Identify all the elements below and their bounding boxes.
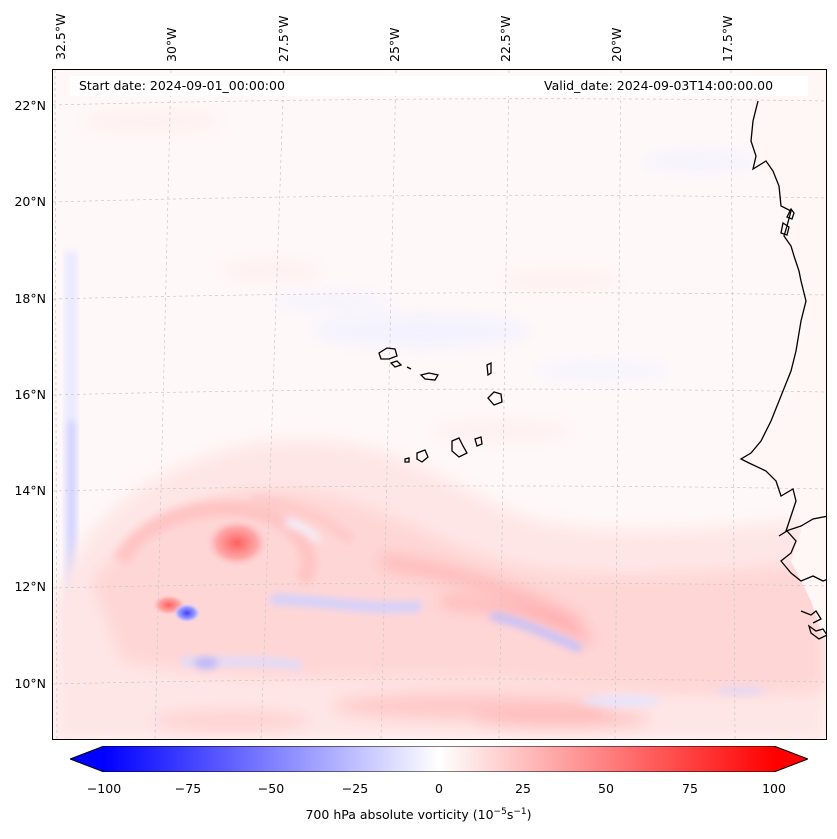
lon-tick-27-5w: 27.5°W [276,15,291,62]
weak-negative-vorticity-north [271,149,761,383]
map-panel[interactable] [52,69,827,740]
graticule [53,70,826,739]
colorbar [68,745,810,776]
colorbar-tick-minus-75: −75 [174,781,202,796]
lat-tick-18n: 18°N [14,291,46,306]
colorbar-tick-0: 0 [435,781,443,796]
lat-tick-20n: 20°N [14,194,46,209]
lon-tick-30w: 30°W [164,27,179,62]
lat-tick-12n: 12°N [14,579,46,594]
colorbar-tick-25: 25 [515,781,531,796]
colorbar-tick-50: 50 [598,781,614,796]
valid-date-label: Valid_date: 2024-09-03T14:00:00.00 [544,78,774,93]
lon-tick-20w: 20°W [609,27,624,62]
lat-tick-16n: 16°N [14,387,46,402]
coastline-west-africa [739,100,826,640]
lon-tick-25w: 25°W [387,27,402,62]
colorbar-tick-100: 100 [762,781,786,796]
colorbar-gradient [68,745,810,776]
start-date-label: Start date: 2024-09-01_00:00:00 [79,78,285,93]
vorticity-minimum [173,603,201,623]
lat-tick-10n: 10°N [14,676,46,691]
lon-tick-22-5w: 22.5°W [498,15,513,62]
vorticity-field [53,70,826,739]
weak-positive-vorticity-north [81,111,621,441]
vortex-spiral-band [113,495,356,587]
colorbar-label: 700 hPa absolute vorticity (10−5s−1) [305,807,532,823]
lon-tick-32-5w: 32.5°W [53,13,68,60]
lat-tick-14n: 14°N [14,483,46,498]
lat-tick-22n: 22°N [14,98,46,113]
colorbar-tick-minus-100: −100 [86,781,122,796]
lon-tick-17-5w: 17.5°W [720,15,735,62]
land-africa [741,70,826,639]
colorbar-tick-minus-25: −25 [341,781,369,796]
colorbar-tick-minus-50: −50 [257,781,285,796]
info-bar [70,76,808,96]
colorbar-tick-75: 75 [682,781,698,796]
vorticity-maximum [203,517,271,569]
cape-verde-islands [378,347,503,463]
